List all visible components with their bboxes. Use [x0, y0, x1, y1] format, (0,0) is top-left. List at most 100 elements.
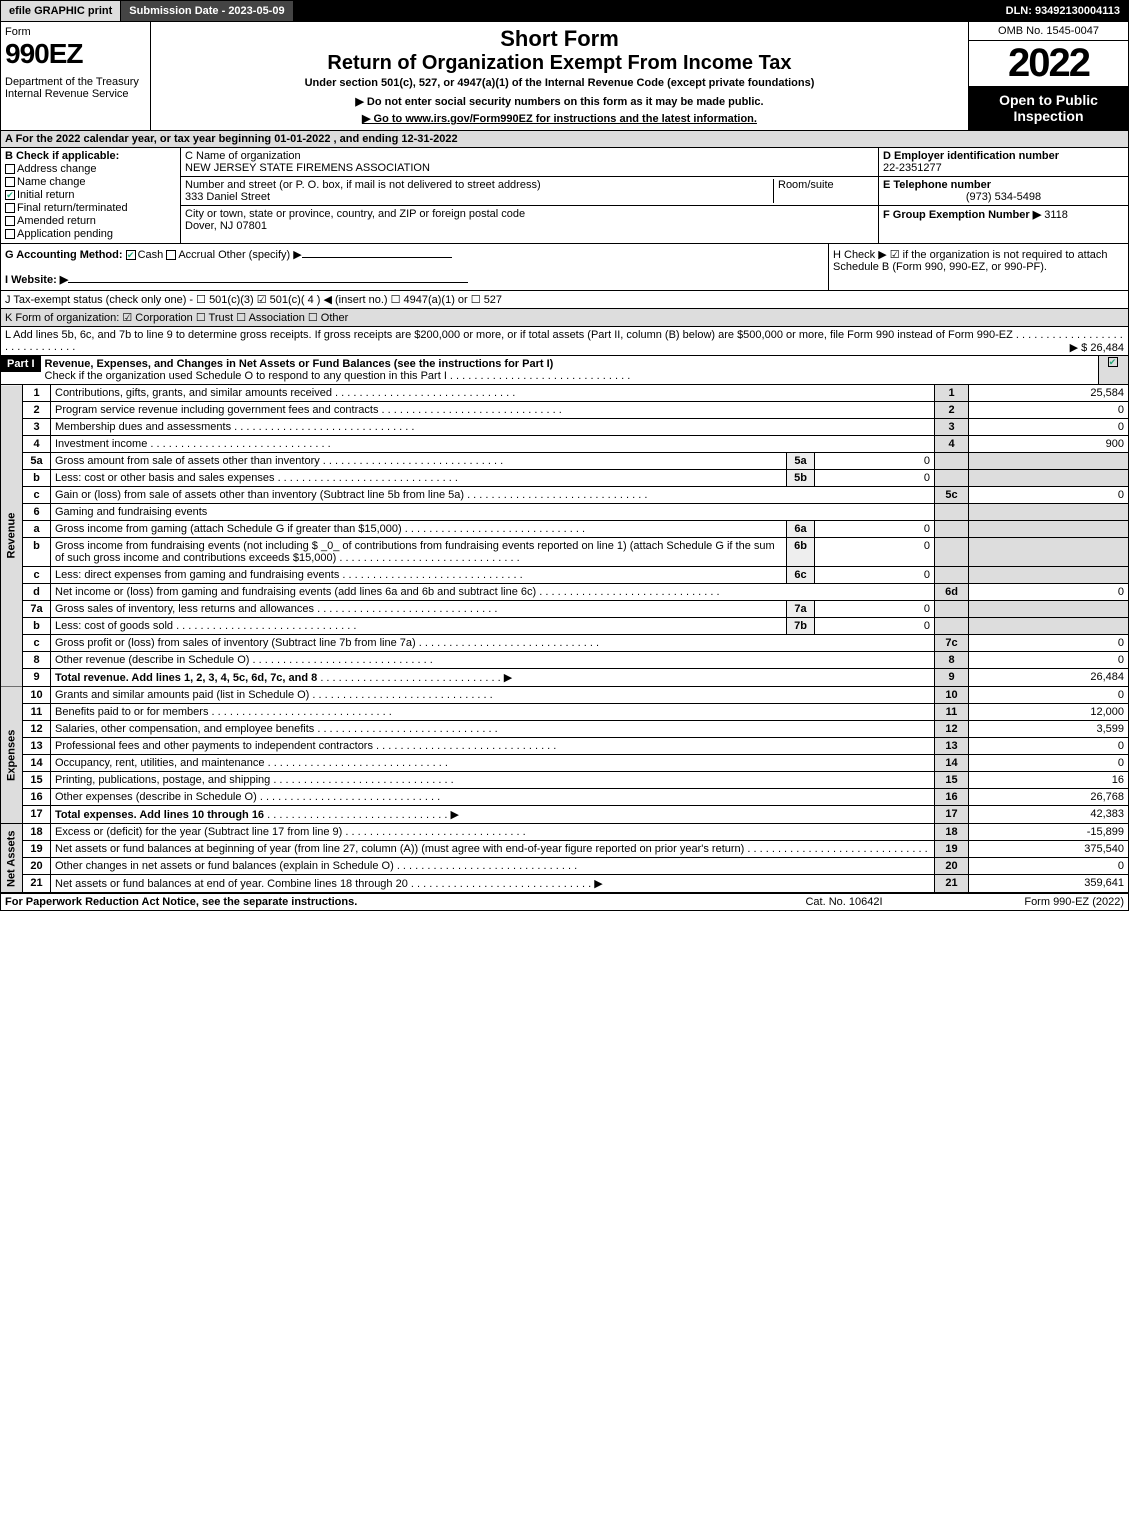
line-description: Net assets or fund balances at beginning… — [51, 841, 935, 858]
title-short-form: Short Form — [155, 26, 964, 52]
instructions-link[interactable]: ▶ Go to www.irs.gov/Form990EZ for instru… — [155, 112, 964, 125]
line-number: 14 — [23, 755, 51, 772]
line-description: Gross income from gaming (attach Schedul… — [51, 521, 787, 538]
result-value: 16 — [969, 772, 1129, 789]
result-line-number: 12 — [935, 721, 969, 738]
block-b-to-f: B Check if applicable: Address change Na… — [0, 148, 1129, 244]
website-field[interactable] — [68, 282, 468, 283]
chk-initial-return[interactable] — [5, 190, 15, 200]
other-label: Other (specify) ▶ — [218, 249, 302, 261]
page-footer: For Paperwork Reduction Act Notice, see … — [0, 893, 1129, 911]
table-row: bGross income from fundraising events (n… — [1, 538, 1129, 567]
result-line-number: 7c — [935, 635, 969, 652]
line-number: 7a — [23, 601, 51, 618]
line-number: 19 — [23, 841, 51, 858]
line-description: Total expenses. Add lines 10 through 16 … — [51, 806, 935, 824]
accrual-label: Accrual — [178, 249, 215, 261]
chk-name-change[interactable] — [5, 177, 15, 187]
table-row: 12Salaries, other compensation, and empl… — [1, 721, 1129, 738]
block-g-h: G Accounting Method: Cash Accrual Other … — [0, 244, 1129, 291]
city-label: City or town, state or province, country… — [185, 208, 525, 220]
line-number: 12 — [23, 721, 51, 738]
table-row: 20Other changes in net assets or fund ba… — [1, 858, 1129, 875]
table-row: 2Program service revenue including gover… — [1, 402, 1129, 419]
result-value: 0 — [969, 755, 1129, 772]
paperwork-notice: For Paperwork Reduction Act Notice, see … — [5, 896, 744, 908]
chk-schedule-o[interactable] — [1108, 357, 1118, 367]
line-description: Other revenue (describe in Schedule O) — [51, 652, 935, 669]
line-description: Net income or (loss) from gaming and fun… — [51, 584, 935, 601]
chk-application-pending[interactable] — [5, 229, 15, 239]
line-number: b — [23, 470, 51, 487]
group-exemption-value: 3118 — [1044, 209, 1068, 221]
line-l-gross-receipts: L Add lines 5b, 6c, and 7b to line 9 to … — [0, 327, 1129, 356]
result-value: 359,641 — [969, 875, 1129, 893]
subline-label: 7b — [787, 618, 815, 635]
chk-accrual[interactable] — [166, 250, 176, 260]
line-description: Total revenue. Add lines 1, 2, 3, 4, 5c,… — [51, 669, 935, 687]
table-row: 15Printing, publications, postage, and s… — [1, 772, 1129, 789]
line-number: 4 — [23, 436, 51, 453]
result-line-number: 17 — [935, 806, 969, 824]
part-i-check-text: Check if the organization used Schedule … — [45, 370, 447, 382]
line-j-tax-exempt: J Tax-exempt status (check only one) - ☐… — [0, 291, 1129, 309]
chk-name-change-label: Name change — [17, 176, 86, 188]
line-description: Gross amount from sale of assets other t… — [51, 453, 787, 470]
line-number: 6 — [23, 504, 51, 521]
result-value: 0 — [969, 402, 1129, 419]
chk-amended-return[interactable] — [5, 216, 15, 226]
subline-label: 7a — [787, 601, 815, 618]
column-d-to-f: D Employer identification number 22-2351… — [878, 148, 1128, 243]
d-label: D Employer identification number — [883, 150, 1059, 162]
cash-label: Cash — [138, 249, 164, 261]
line-description: Gross profit or (loss) from sales of inv… — [51, 635, 935, 652]
dept-label: Department of the Treasury Internal Reve… — [5, 76, 146, 100]
line-description: Program service revenue including govern… — [51, 402, 935, 419]
result-line-number: 1 — [935, 385, 969, 402]
grey-cell — [969, 601, 1129, 618]
subline-value: 0 — [815, 453, 935, 470]
chk-cash[interactable] — [126, 250, 136, 260]
form-ref: Form 990-EZ (2022) — [944, 896, 1124, 908]
line-number: 15 — [23, 772, 51, 789]
org-name: NEW JERSEY STATE FIREMENS ASSOCIATION — [185, 162, 430, 174]
column-b-checkboxes: B Check if applicable: Address change Na… — [1, 148, 181, 243]
efile-print-button[interactable]: efile GRAPHIC print — [1, 1, 121, 21]
line-number: 16 — [23, 789, 51, 806]
chk-final-return[interactable] — [5, 203, 15, 213]
line-description: Benefits paid to or for members — [51, 704, 935, 721]
line-description: Grants and similar amounts paid (list in… — [51, 687, 935, 704]
top-bar: efile GRAPHIC print Submission Date - 20… — [0, 0, 1129, 22]
line-description: Less: cost of goods sold — [51, 618, 787, 635]
table-row: 8Other revenue (describe in Schedule O)8… — [1, 652, 1129, 669]
table-row: 17Total expenses. Add lines 10 through 1… — [1, 806, 1129, 824]
other-specify-field[interactable] — [302, 257, 452, 258]
form-number: 990EZ — [5, 38, 146, 70]
line-description: Excess or (deficit) for the year (Subtra… — [51, 824, 935, 841]
result-value: 0 — [969, 419, 1129, 436]
chk-address-change-label: Address change — [17, 163, 97, 175]
result-value: 0 — [969, 687, 1129, 704]
table-row: bLess: cost of goods sold7b0 — [1, 618, 1129, 635]
title-return: Return of Organization Exempt From Incom… — [155, 52, 964, 75]
result-line-number: 16 — [935, 789, 969, 806]
subline-value: 0 — [815, 601, 935, 618]
subline-value: 0 — [815, 538, 935, 567]
table-row: 3Membership dues and assessments30 — [1, 419, 1129, 436]
chk-address-change[interactable] — [5, 164, 15, 174]
g-label: G Accounting Method: — [5, 249, 123, 261]
f-label: F Group Exemption Number ▶ — [883, 209, 1041, 221]
table-row: Net Assets18Excess or (deficit) for the … — [1, 824, 1129, 841]
line-number: c — [23, 567, 51, 584]
grey-cell — [935, 618, 969, 635]
table-row: 7aGross sales of inventory, less returns… — [1, 601, 1129, 618]
subline-label: 6b — [787, 538, 815, 567]
result-value: 42,383 — [969, 806, 1129, 824]
grey-cell — [935, 538, 969, 567]
line-number: 18 — [23, 824, 51, 841]
ein-value: 22-2351277 — [883, 162, 942, 174]
result-value: 375,540 — [969, 841, 1129, 858]
subline-label: 5b — [787, 470, 815, 487]
result-line-number: 5c — [935, 487, 969, 504]
line-number: 3 — [23, 419, 51, 436]
